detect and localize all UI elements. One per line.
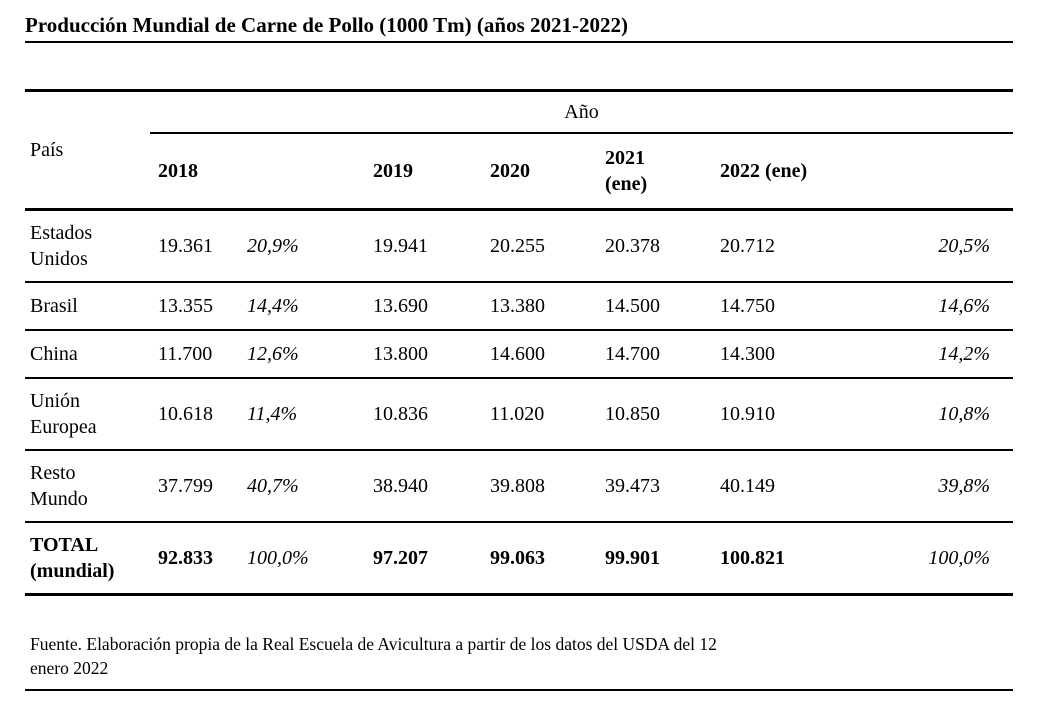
percent-2022: 14,2%: [938, 343, 990, 365]
year-header-2020: 2020: [490, 160, 530, 182]
value-2020: 39.808: [490, 475, 545, 497]
value-2020: 13.380: [490, 295, 545, 317]
value-2022: 40.149: [720, 475, 775, 497]
production-table: País Año 2018 2019 2020 2021 (ene) 2022 …: [25, 89, 1013, 596]
value-2021: 14.500: [605, 295, 660, 317]
country-cell: China: [30, 343, 78, 365]
value-2019: 13.690: [373, 295, 428, 317]
value-2019: 13.800: [373, 343, 428, 365]
country-cell: TOTAL (mundial): [30, 534, 115, 582]
value-2018: 11.700: [158, 343, 213, 365]
value-2022: 100.821: [720, 547, 785, 569]
table-row-brasil: Brasil 13.355 14,4% 13.690 13.380 14.500…: [25, 282, 1013, 330]
percent-2022: 100,0%: [928, 547, 990, 569]
percent-header-2022: [827, 133, 1013, 210]
year-headers-row: 2018 2019 2020 2021 (ene) 2022 (ene): [25, 133, 1013, 210]
percent-2022: 20,5%: [938, 235, 990, 257]
year-header-2021: 2021 (ene): [605, 147, 648, 195]
percent-header-2018: [240, 133, 365, 210]
value-2020: 20.255: [490, 235, 545, 257]
percent-2018: 20,9%: [247, 235, 299, 257]
year-header-2022: 2022 (ene): [720, 160, 808, 182]
year-header-2019: 2019: [373, 160, 413, 182]
table-row-resto-mundo: Resto Mundo 37.799 40,7% 38.940 39.808 3…: [25, 450, 1013, 522]
percent-2018: 100,0%: [247, 547, 309, 569]
percent-2022: 39,8%: [938, 475, 990, 497]
value-2018: 10.618: [158, 403, 213, 425]
country-cell: Resto Mundo: [30, 462, 88, 510]
table-title: Producción Mundial de Carne de Pollo (10…: [25, 13, 1013, 43]
value-2022: 10.910: [720, 403, 775, 425]
value-2022: 20.712: [720, 235, 775, 257]
value-2019: 38.940: [373, 475, 428, 497]
year-header-2018: 2018: [158, 160, 198, 182]
value-2022: 14.300: [720, 343, 775, 365]
country-cell: Estados Unidos: [30, 222, 93, 270]
country-column-header: País: [30, 139, 64, 161]
percent-2018: 40,7%: [247, 475, 299, 497]
title-table-gap: [25, 43, 1013, 89]
country-cell: Brasil: [30, 295, 78, 317]
value-2019: 97.207: [373, 547, 428, 569]
value-2021: 20.378: [605, 235, 660, 257]
value-2018: 37.799: [158, 475, 213, 497]
value-2021: 99.901: [605, 547, 660, 569]
value-2021: 14.700: [605, 343, 660, 365]
value-2022: 14.750: [720, 295, 775, 317]
value-2020: 11.020: [490, 403, 545, 425]
year-group-row: País Año: [25, 90, 1013, 161]
value-2019: 19.941: [373, 235, 428, 257]
value-2020: 14.600: [490, 343, 545, 365]
value-2021: 10.850: [605, 403, 660, 425]
percent-2018: 11,4%: [247, 403, 298, 425]
year-group-header: Año: [150, 90, 1013, 134]
value-2018: 13.355: [158, 295, 213, 317]
table-row-estados-unidos: Estados Unidos 19.361 20,9% 19.941 20.25…: [25, 209, 1013, 283]
table-row-union-europea: Unión Europea 10.618 11,4% 10.836 11.020…: [25, 378, 1013, 450]
percent-2022: 14,6%: [938, 295, 990, 317]
country-cell: Unión Europea: [30, 390, 97, 438]
value-2021: 39.473: [605, 475, 660, 497]
value-2018: 19.361: [158, 235, 213, 257]
value-2018: 92.833: [158, 547, 213, 569]
value-2019: 10.836: [373, 403, 428, 425]
table-row-china: China 11.700 12,6% 13.800 14.600 14.700 …: [25, 330, 1013, 378]
table-row-total-mundial: TOTAL (mundial) 92.833 100,0% 97.207 99.…: [25, 522, 1013, 595]
value-2020: 99.063: [490, 547, 545, 569]
percent-2022: 10,8%: [938, 403, 990, 425]
percent-2018: 14,4%: [247, 295, 299, 317]
percent-2018: 12,6%: [247, 343, 299, 365]
source-note: Fuente. Elaboración propia de la Real Es…: [25, 632, 1013, 691]
